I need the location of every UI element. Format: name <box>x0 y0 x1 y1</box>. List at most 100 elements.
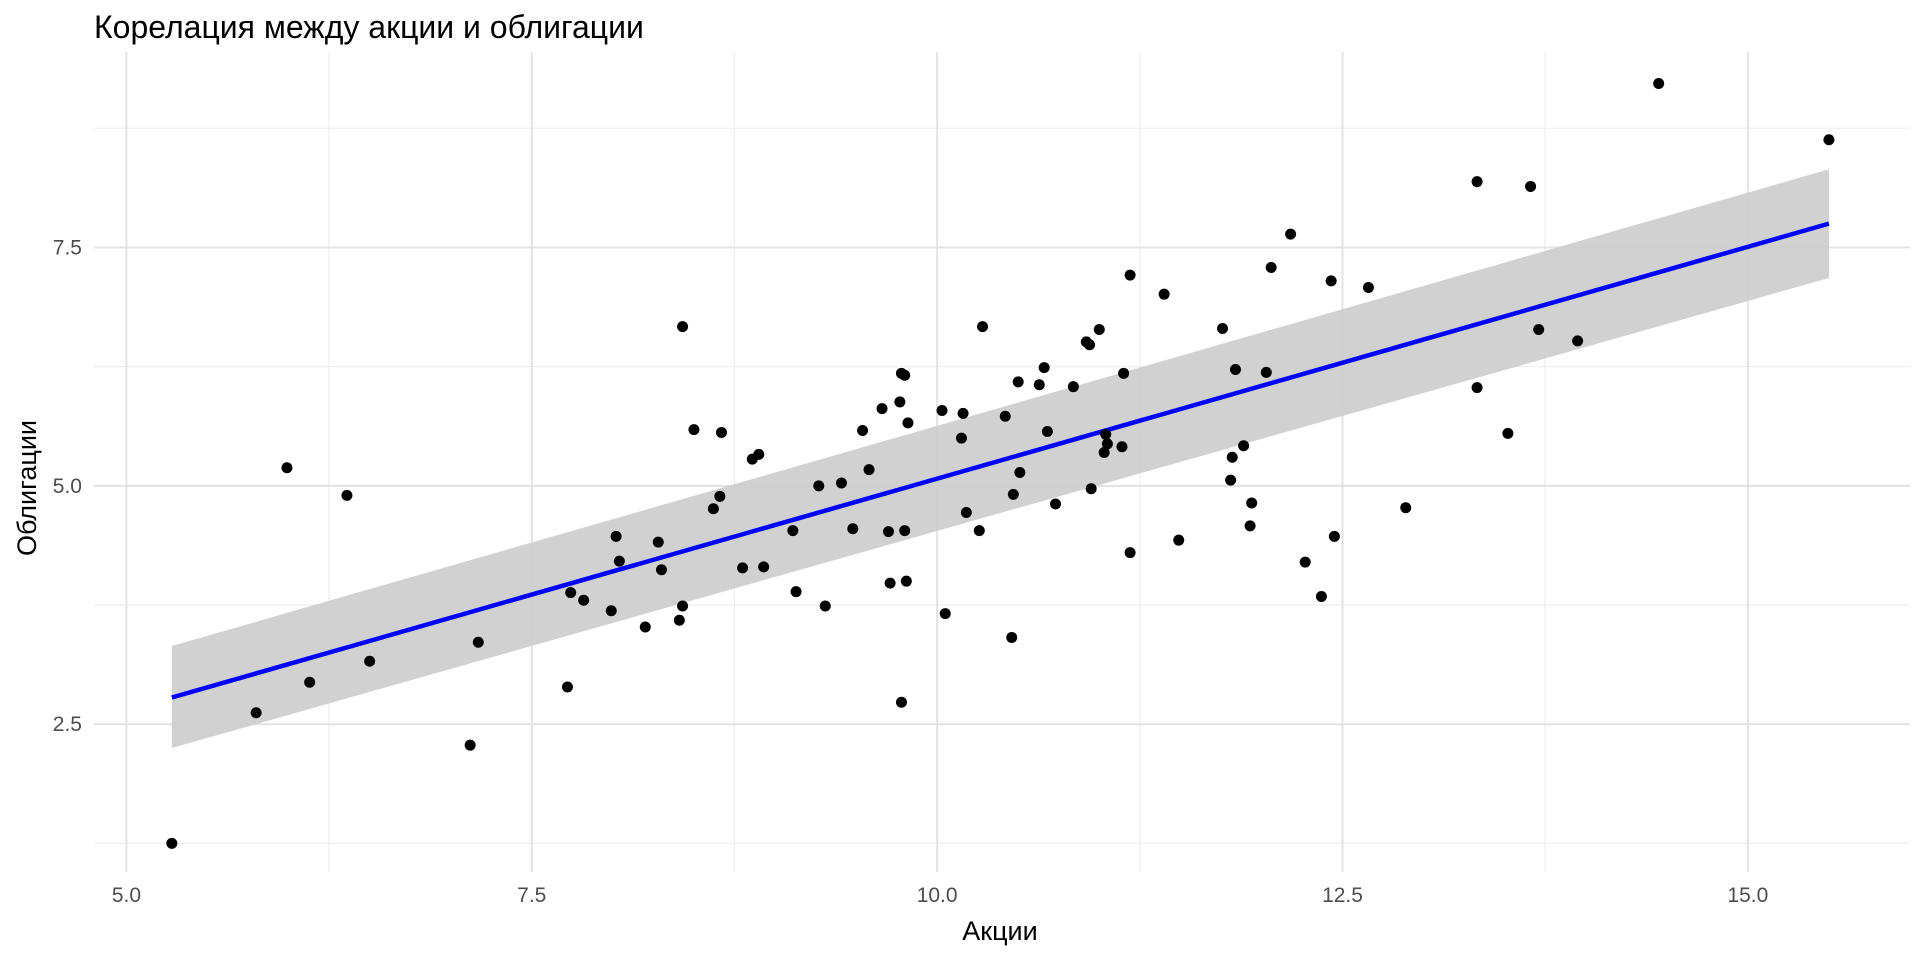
data-point <box>883 526 894 538</box>
data-point <box>1041 425 1053 437</box>
data-point <box>902 417 914 429</box>
data-point <box>1229 364 1241 376</box>
data-point <box>1033 379 1045 391</box>
data-point <box>790 586 802 598</box>
data-point <box>884 577 896 589</box>
data-point <box>464 739 476 751</box>
x-tick-label: 10.0 <box>917 884 958 907</box>
data-point <box>561 681 573 693</box>
data-point <box>1124 547 1136 559</box>
data-point <box>819 600 831 612</box>
data-point <box>565 587 577 599</box>
data-point <box>1225 474 1237 486</box>
data-point <box>472 636 484 648</box>
major-gridlines <box>94 52 1910 872</box>
data-point <box>1400 502 1412 514</box>
data-point <box>894 396 906 408</box>
data-point <box>899 369 911 381</box>
data-point <box>304 676 316 688</box>
data-point <box>1502 427 1514 439</box>
data-point <box>610 530 622 542</box>
data-point <box>977 321 989 333</box>
data-point <box>1098 446 1110 458</box>
x-axis-ticks: 5.0 7.5 10.0 12.5 15.0 <box>112 884 1768 907</box>
data-point <box>857 425 869 437</box>
data-point <box>895 696 907 708</box>
data-point <box>835 477 847 489</box>
y-axis-ticks: 2.5 5.0 7.5 <box>53 236 82 736</box>
data-point <box>787 525 799 537</box>
data-point <box>715 426 727 438</box>
data-point <box>677 600 689 612</box>
data-point <box>639 621 651 633</box>
data-point <box>578 594 590 606</box>
data-point <box>1093 323 1105 335</box>
data-point <box>1525 180 1537 192</box>
data-point <box>673 614 685 626</box>
x-tick-label: 7.5 <box>517 884 546 907</box>
data-point <box>1471 176 1483 188</box>
data-point <box>753 448 765 460</box>
y-tick-label: 5.0 <box>53 475 82 498</box>
data-point <box>813 480 825 492</box>
data-point <box>1124 269 1136 281</box>
data-point <box>652 536 664 548</box>
data-point <box>876 403 888 415</box>
data-point <box>1471 382 1483 394</box>
data-point <box>1101 438 1113 450</box>
data-point <box>1007 488 1019 500</box>
data-point <box>955 432 967 444</box>
y-tick-label: 2.5 <box>53 713 82 736</box>
y-tick-label: 7.5 <box>53 236 82 259</box>
data-point <box>1238 440 1250 452</box>
data-point <box>847 523 859 535</box>
data-point <box>1823 134 1835 146</box>
data-point <box>1285 228 1297 240</box>
x-tick-label: 5.0 <box>112 884 141 907</box>
data-point <box>1014 466 1026 478</box>
data-point <box>656 564 667 576</box>
data-point <box>973 525 985 537</box>
data-point <box>613 555 625 567</box>
data-point <box>1038 362 1050 374</box>
data-point <box>1260 366 1272 378</box>
data-point <box>999 410 1011 422</box>
data-point <box>1572 335 1584 347</box>
data-point <box>1085 483 1097 495</box>
chart-title: Корелация между акции и облигации <box>94 9 644 45</box>
y-axis-title: Облигации <box>12 420 42 556</box>
x-tick-label: 12.5 <box>1322 884 1363 907</box>
data-point <box>1012 376 1024 388</box>
data-point <box>1173 534 1185 546</box>
data-point <box>677 321 689 333</box>
data-point <box>939 608 951 620</box>
data-point <box>707 503 719 515</box>
data-point <box>936 405 948 417</box>
data-point <box>960 507 972 519</box>
data-point <box>341 489 353 501</box>
data-point <box>1246 497 1258 509</box>
data-point <box>1006 631 1018 643</box>
data-point <box>1244 520 1256 532</box>
data-point <box>737 562 749 574</box>
data-point <box>1100 428 1112 440</box>
data-point <box>863 464 875 476</box>
data-point <box>1265 261 1277 273</box>
data-point <box>1067 381 1079 393</box>
data-point <box>1315 590 1327 602</box>
x-axis-title: Акции <box>962 916 1037 946</box>
x-tick-label: 15.0 <box>1727 884 1768 907</box>
data-point <box>1050 498 1062 510</box>
data-point <box>1325 275 1337 287</box>
data-point <box>364 655 376 667</box>
data-point <box>1328 530 1340 542</box>
data-point <box>166 837 178 849</box>
data-point <box>281 462 293 474</box>
data-point <box>900 575 912 587</box>
data-point <box>1118 367 1130 379</box>
data-point <box>1116 441 1128 453</box>
data-point <box>1299 556 1311 568</box>
data-point <box>1533 323 1545 335</box>
